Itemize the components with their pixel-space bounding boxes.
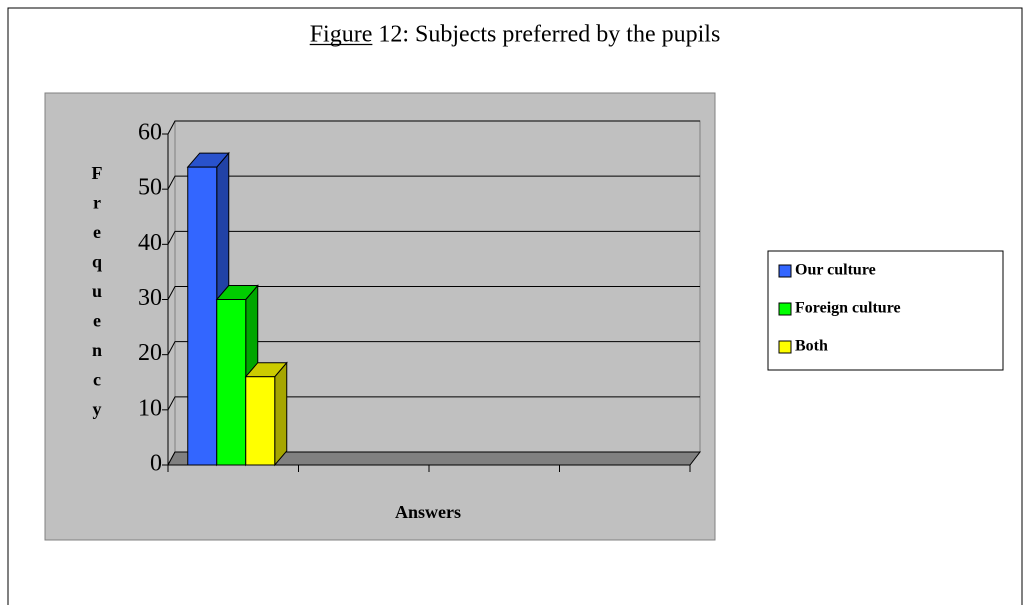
legend-swatch [778,340,792,354]
bar-front [216,299,247,466]
y-tick-label: 10 [138,395,162,421]
bar [244,361,288,467]
x-axis-label: Answers [395,502,461,522]
y-tick-label: 20 [138,340,162,366]
bar-side [274,361,288,467]
grid-line [167,120,700,135]
grid-line [167,230,700,245]
y-tick-label: 40 [138,230,162,256]
grid-line [167,396,700,411]
legend [767,250,1004,371]
y-tick-label: 50 [138,175,162,201]
y-tick-label: 0 [150,451,162,477]
bar-front [245,376,276,466]
grid-line [167,175,700,190]
legend-label: Our culture [795,262,876,279]
legend-swatch [778,302,792,316]
y-tick-label: 60 [138,120,162,146]
y-tick-label: 30 [138,285,162,311]
frame [7,7,1023,605]
legend-label: Both [795,338,828,355]
bar-front [187,166,218,466]
legend-label: Foreign culture [795,300,901,317]
grid-line [167,341,700,355]
chart-title: Figure 12: Subjects preferred by the pup… [310,22,721,48]
legend-swatch [778,264,792,278]
grid-line [167,286,700,300]
